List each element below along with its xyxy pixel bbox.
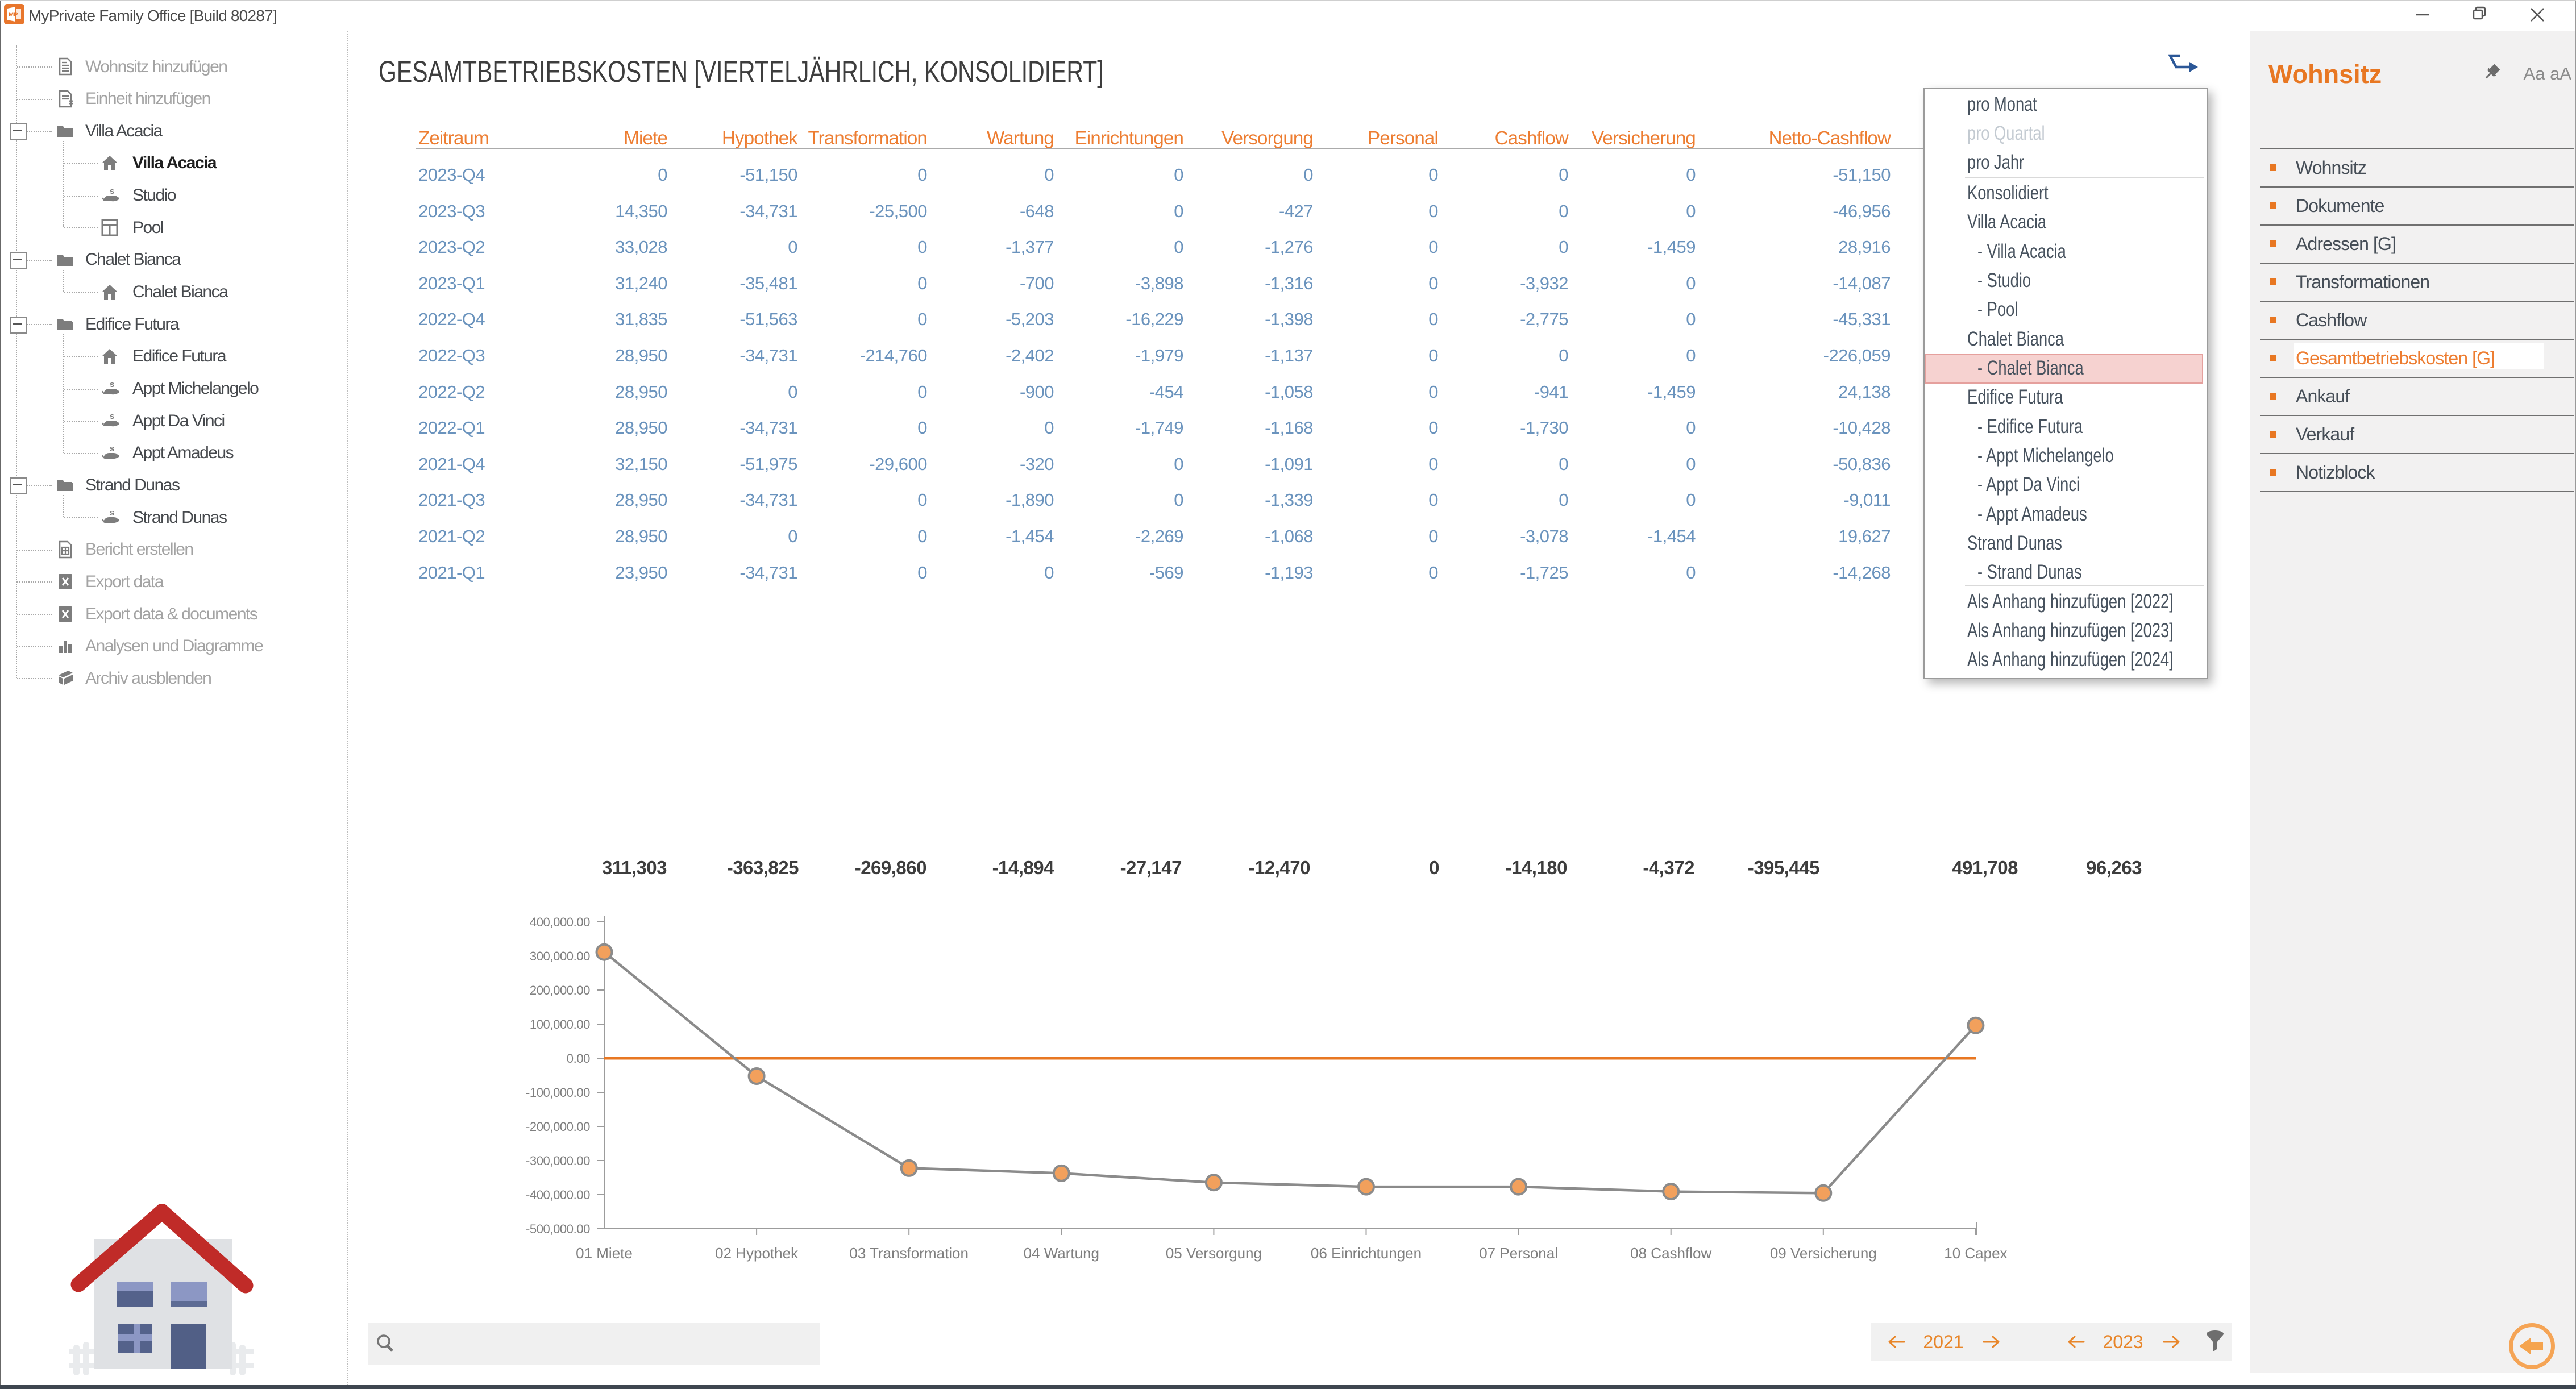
- svg-text:s: s: [110, 508, 114, 518]
- svg-text:s: s: [110, 444, 114, 454]
- svg-text:s: s: [110, 380, 114, 389]
- svg-text:MP: MP: [9, 11, 18, 18]
- svg-text:s: s: [110, 411, 114, 421]
- svg-text:s: s: [110, 186, 114, 196]
